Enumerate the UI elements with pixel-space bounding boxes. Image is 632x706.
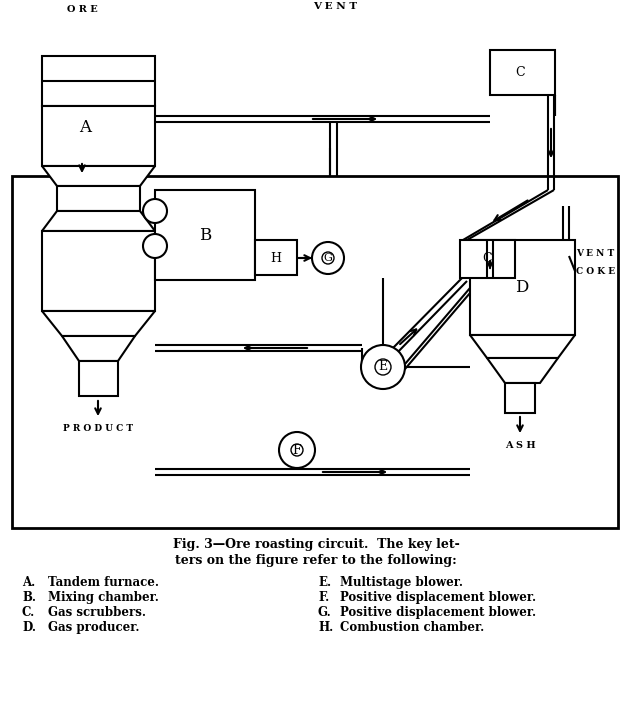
Text: V E N T: V E N T: [313, 2, 357, 11]
Bar: [57, 186, 140, 211]
Text: Combustion chamber.: Combustion chamber.: [340, 621, 484, 634]
Text: P R O D U C T: P R O D U C T: [63, 424, 133, 433]
Bar: [470, 240, 575, 335]
Text: Mixing chamber.: Mixing chamber.: [48, 591, 159, 604]
Text: V E N T: V E N T: [576, 249, 614, 258]
Text: G.: G.: [318, 606, 332, 619]
Text: Tandem furnace.: Tandem furnace.: [48, 576, 159, 589]
Bar: [490, 50, 555, 95]
Text: F: F: [293, 443, 301, 457]
Text: C O K E: C O K E: [576, 266, 615, 275]
Text: H.: H.: [318, 621, 333, 634]
Text: C: C: [482, 253, 492, 265]
Text: C.: C.: [22, 606, 35, 619]
Circle shape: [291, 444, 303, 456]
Circle shape: [312, 242, 344, 274]
Polygon shape: [62, 336, 135, 361]
Text: H: H: [270, 251, 281, 265]
Bar: [505, 383, 535, 413]
Text: F.: F.: [318, 591, 329, 604]
Circle shape: [322, 252, 334, 264]
Bar: [42, 106, 155, 166]
Polygon shape: [470, 335, 575, 358]
Text: D: D: [515, 280, 529, 297]
Bar: [42, 231, 155, 311]
Text: C: C: [515, 66, 525, 80]
Text: E.: E.: [318, 576, 331, 589]
Circle shape: [279, 432, 315, 468]
Bar: [79, 361, 118, 396]
Text: ters on the figure refer to the following:: ters on the figure refer to the followin…: [175, 554, 457, 567]
Bar: [255, 240, 297, 275]
Bar: [42, 56, 155, 106]
Text: Gas scrubbers.: Gas scrubbers.: [48, 606, 146, 619]
Polygon shape: [42, 211, 155, 231]
Text: A: A: [79, 119, 91, 136]
Text: D.: D.: [22, 621, 36, 634]
Circle shape: [361, 345, 405, 389]
Text: Multistage blower.: Multistage blower.: [340, 576, 463, 589]
Text: G: G: [324, 253, 332, 263]
Text: A.: A.: [22, 576, 35, 589]
Bar: [12, 176, 618, 528]
Text: Gas producer.: Gas producer.: [48, 621, 140, 634]
Circle shape: [143, 234, 167, 258]
Polygon shape: [42, 311, 155, 336]
Circle shape: [375, 359, 391, 375]
Text: E: E: [379, 361, 387, 373]
Text: Fig. 3—Ore roasting circuit.  The key let-: Fig. 3—Ore roasting circuit. The key let…: [173, 538, 459, 551]
Polygon shape: [42, 166, 155, 186]
Text: O R E: O R E: [66, 5, 97, 14]
Text: B: B: [199, 227, 211, 244]
Text: Positive displacement blower.: Positive displacement blower.: [340, 606, 536, 619]
Text: B.: B.: [22, 591, 36, 604]
Text: Positive displacement blower.: Positive displacement blower.: [340, 591, 536, 604]
Bar: [460, 240, 515, 278]
Bar: [155, 190, 255, 280]
Circle shape: [143, 199, 167, 223]
Polygon shape: [487, 358, 558, 383]
Text: A S H: A S H: [505, 441, 535, 450]
